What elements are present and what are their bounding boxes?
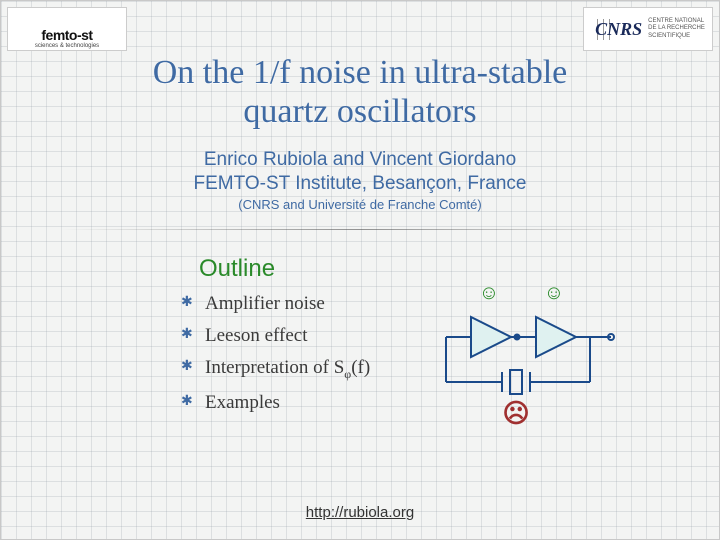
cnrs-caption-2: DE LA RECHERCHE: [648, 25, 705, 32]
cnrs-logo: CNRS CENTRE NATIONAL DE LA RECHERCHE SCI…: [583, 7, 713, 51]
svg-text:☺: ☺: [544, 282, 564, 304]
femto-logo-text: femto-st: [41, 27, 92, 43]
outline-item-3: Interpretation of Sφ(f): [181, 357, 370, 382]
slide-title: On the 1/f noise in ultra-stable quartz …: [1, 53, 719, 131]
divider-rule: [61, 229, 659, 230]
title-line-2: quartz oscillators: [1, 92, 719, 131]
svg-text:☺: ☺: [479, 282, 499, 304]
svg-text:☹: ☹: [502, 398, 529, 428]
amplifier-diagram: ☺ ☺ ☹: [426, 277, 626, 437]
femto-logo-bars: [41, 9, 93, 25]
institute-line: FEMTO-ST Institute, Besançon, France: [1, 173, 719, 195]
outline-item-4: Examples: [181, 392, 370, 414]
outline-item-1: Amplifier noise: [181, 293, 370, 315]
footer-url[interactable]: http://rubiola.org: [306, 504, 414, 521]
affiliation-line: (CNRS and Université de Franche Comté): [1, 197, 719, 212]
authors-block: Enrico Rubiola and Vincent Giordano FEMT…: [1, 149, 719, 212]
cnrs-caption-1: CENTRE NATIONAL: [648, 18, 705, 25]
slide-page: femto-st sciences & technologies CNRS CE…: [0, 0, 720, 540]
cnrs-logo-text: CNRS: [591, 19, 642, 40]
footer-link: http://rubiola.org: [1, 504, 719, 521]
outline-item-1-text: Amplifier noise: [205, 293, 325, 314]
title-line-1: On the 1/f noise in ultra-stable: [1, 53, 719, 92]
outline-item-3-text: Interpretation of S: [205, 357, 344, 378]
authors-line: Enrico Rubiola and Vincent Giordano: [1, 149, 719, 171]
femto-logo-subtitle: sciences & technologies: [35, 43, 99, 49]
outline-heading: Outline: [199, 255, 275, 283]
outline-item-4-text: Examples: [205, 392, 280, 413]
outline-item-2: Leeson effect: [181, 325, 370, 347]
outline-item-3-tail: (f): [351, 357, 370, 378]
outline-list: Amplifier noise Leeson effect Interpreta…: [181, 293, 370, 424]
femto-st-logo: femto-st sciences & technologies: [7, 7, 127, 51]
outline-item-2-text: Leeson effect: [205, 325, 308, 346]
cnrs-logo-caption: CENTRE NATIONAL DE LA RECHERCHE SCIENTIF…: [648, 18, 705, 40]
cnrs-caption-3: SCIENTIFIQUE: [648, 33, 705, 40]
